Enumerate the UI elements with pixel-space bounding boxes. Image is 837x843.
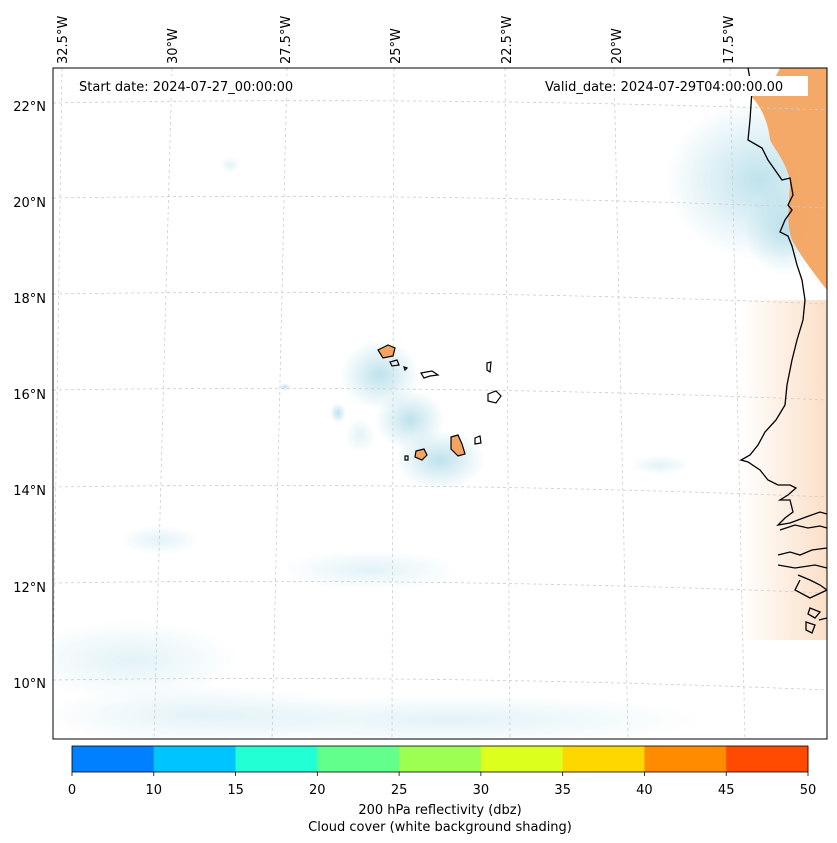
start-date-label: Start date: 2024-07-27_00:00:00 [79,80,293,95]
colorbar-frame [71,745,809,773]
cb-tick-35: 35 [554,783,571,798]
african-coastline [739,68,827,634]
colorbar-swatch-5 [480,746,564,772]
cb-tick-10: 10 [146,783,163,798]
island-boa-vista [487,390,502,404]
reflectivity-patch [740,68,827,640]
colorbar-swatch-6 [562,746,645,772]
latitude-labels: 22°N 20°N 18°N 16°N 14°N 12°N 10°N [13,100,46,692]
island-santo-antao [377,344,396,359]
colorbar-swatch-2 [235,746,318,772]
lat-label-20n: 20°N [13,196,46,211]
lon-label-32-5w: 32.5°W [56,16,71,64]
island-sal [486,361,492,374]
colorbar-label-reflectivity: 200 hPa reflectivity (dbz) [358,803,521,818]
lon-label-27-5w: 27.5°W [279,16,294,64]
valid-date-label: Valid_date: 2024-07-29T04:00:00.00 [545,80,783,95]
colorbar-swatch-8 [726,746,809,772]
colorbar-swatches [72,746,809,772]
cb-tick-15: 15 [227,783,244,798]
island-brava [404,455,409,461]
colorbar: 0 10 15 20 25 30 35 40 45 50 200 hPa ref… [68,745,816,835]
lat-label-10n: 10°N [13,677,46,692]
graticule [53,68,827,739]
colorbar-swatch-1 [153,746,237,772]
lat-label-12n: 12°N [13,581,46,596]
island-santa-luzia [403,366,409,372]
cb-tick-20: 20 [309,783,326,798]
cb-tick-25: 25 [391,783,408,798]
island-fogo [414,448,428,461]
map-frame [52,67,828,740]
cb-tick-45: 45 [718,783,735,798]
cloud-cover-shading [53,100,827,739]
island-sao-vicente [389,359,400,367]
lon-label-25w: 25°W [389,28,404,64]
lat-label-14n: 14°N [13,484,46,499]
lat-label-16n: 16°N [13,388,46,403]
longitude-labels: 32.5°W 30°W 27.5°W 25°W 22.5°W 20°W 17.5… [56,16,737,64]
lon-label-17-5w: 17.5°W [722,16,737,64]
island-santiago [450,434,466,457]
lon-label-30w: 30°W [166,28,181,64]
colorbar-ticks: 0 10 15 20 25 30 35 40 45 50 [68,772,816,798]
map-panel [53,68,827,739]
cb-tick-30: 30 [473,783,490,798]
lon-label-22-5w: 22.5°W [500,16,515,64]
island-maio [474,435,482,445]
cb-tick-40: 40 [636,783,653,798]
colorbar-swatch-3 [317,746,400,772]
colorbar-swatch-7 [644,746,727,772]
colorbar-swatch-0 [72,746,155,772]
lon-label-20w: 20°W [610,28,625,64]
lat-label-18n: 18°N [13,292,46,307]
island-sao-nicolau [420,370,440,379]
colorbar-swatch-4 [399,746,482,772]
cape-verde-islands [377,344,502,461]
lat-label-22n: 22°N [13,100,46,115]
cb-tick-50: 50 [800,783,817,798]
cb-tick-0: 0 [68,783,76,798]
colorbar-label-cloud-cover: Cloud cover (white background shading) [308,820,572,835]
